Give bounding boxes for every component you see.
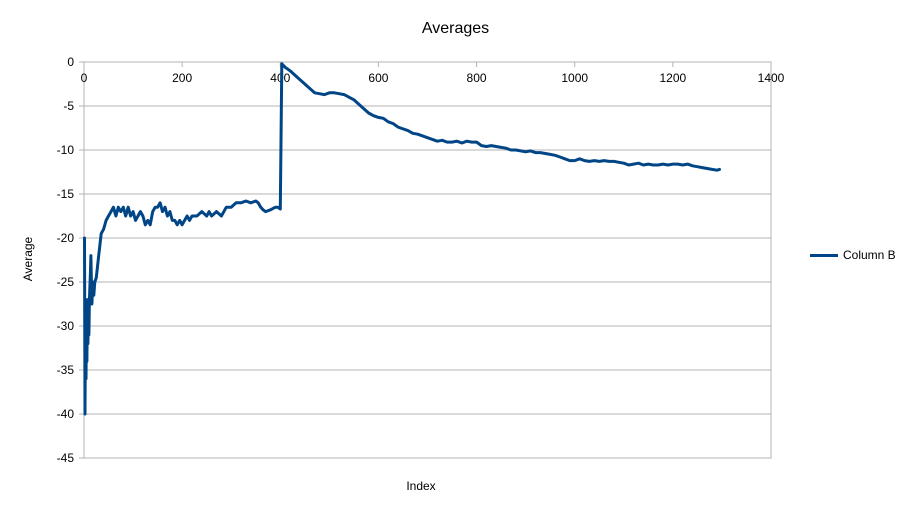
series-line-column-b — [83, 62, 721, 416]
y-tick-label: -10 — [57, 143, 75, 157]
x-tick-labels: 0 200 400 600 800 1000 1200 1400 — [81, 71, 785, 85]
y-axis-label: Average — [21, 236, 35, 282]
x-tick-label: 800 — [467, 71, 487, 85]
y-tick-label: -25 — [57, 275, 75, 289]
x-tick-label: 1200 — [660, 71, 687, 85]
y-tick-labels: 0 -5 -10 -15 -20 -25 -30 -35 -40 -45 — [57, 55, 75, 465]
y-tick-label: 0 — [67, 55, 74, 69]
x-tick-label: 200 — [172, 71, 192, 85]
y-tick-label: -40 — [57, 407, 75, 421]
y-tick-label: -30 — [57, 319, 75, 333]
x-tick-label: 1400 — [758, 71, 785, 85]
gridlines — [79, 61, 772, 459]
x-tick-label: 600 — [368, 71, 388, 85]
y-tick-label: -5 — [63, 99, 74, 113]
y-tick-label: -20 — [57, 231, 75, 245]
legend-label: Column B — [843, 248, 896, 262]
x-axis-label: Index — [406, 479, 436, 493]
y-tick-label: -35 — [57, 363, 75, 377]
y-tick-label: -45 — [57, 451, 75, 465]
series-group — [83, 62, 721, 416]
plot-area — [83, 61, 772, 459]
legend: Column B — [810, 248, 896, 262]
chart-title: Averages — [421, 20, 490, 37]
x-tick-label: 0 — [81, 71, 88, 85]
x-tick-label: 1000 — [561, 71, 588, 85]
legend-swatch — [810, 253, 838, 257]
y-tick-label: -15 — [57, 187, 75, 201]
